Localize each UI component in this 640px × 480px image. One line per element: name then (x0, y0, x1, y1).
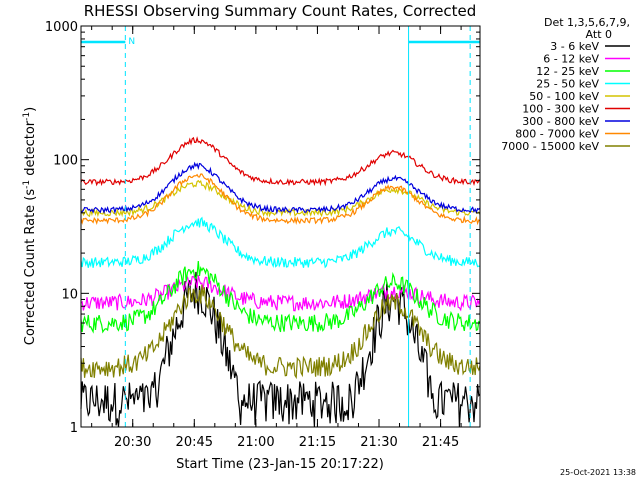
legend-label: 800 - 7000 keV (515, 128, 599, 141)
y-axis-label-a: Corrected Count Rate (s (23, 189, 38, 346)
series-line (80, 271, 481, 427)
legend-label: 3 - 6 keV (550, 40, 599, 53)
series-line (80, 216, 481, 269)
y-tick-label: 10 (61, 287, 78, 302)
legend-header-2: Att 0 (586, 28, 612, 41)
legend-label: 12 - 25 keV (536, 65, 599, 78)
series-line (80, 274, 481, 312)
x-tick-label: 20:30 (114, 435, 151, 450)
plot-area: N (80, 26, 481, 427)
x-tick-label: 21:30 (360, 435, 397, 450)
x-tick-label: 21:45 (422, 435, 459, 450)
legend-label: 50 - 100 keV (529, 90, 599, 103)
legend-label: 25 - 50 keV (536, 78, 599, 91)
y-tick-label: 100 (53, 154, 78, 169)
x-axis: 20:30 20:45 21:00 21:15 21:30 21:45 (91, 26, 462, 450)
y-tick-label: 1000 (45, 20, 78, 35)
series-line (80, 284, 481, 380)
x-tick-label: 21:00 (237, 435, 274, 450)
timestamp: 25-Oct-2021 13:38 (560, 468, 636, 477)
x-tick-label: 20:45 (176, 435, 213, 450)
legend-label: 7000 - 15000 keV (501, 140, 599, 153)
plot-frame (80, 25, 481, 428)
series-line (80, 260, 481, 334)
y-axis-label-sup1: -1 (22, 180, 32, 189)
y-axis-label-b: detector (23, 120, 38, 180)
flag-label: N (128, 37, 135, 47)
legend-label: 6 - 12 keV (543, 53, 599, 66)
y-axis-label-sup2: -1 (22, 112, 32, 121)
series-line (80, 173, 481, 226)
y-axis: 1 10 100 1000 (45, 20, 480, 436)
chart-title: RHESSI Observing Summary Count Rates, Co… (84, 2, 477, 20)
y-tick-label: 1 (70, 421, 78, 436)
y-axis-label: Corrected Count Rate (s-1 detector-1) (22, 107, 38, 345)
y-axis-label-c: ) (23, 107, 38, 112)
series-line (80, 161, 481, 215)
legend-header-1: Det 1,3,5,6,7,9, (544, 16, 630, 29)
x-axis-label: Start Time (23-Jan-15 20:17:22) (176, 457, 384, 472)
legend-label: 100 - 300 keV (522, 103, 599, 116)
legend-label: 300 - 800 keV (522, 115, 599, 128)
x-tick-label: 21:15 (299, 435, 336, 450)
series-line (80, 136, 481, 187)
